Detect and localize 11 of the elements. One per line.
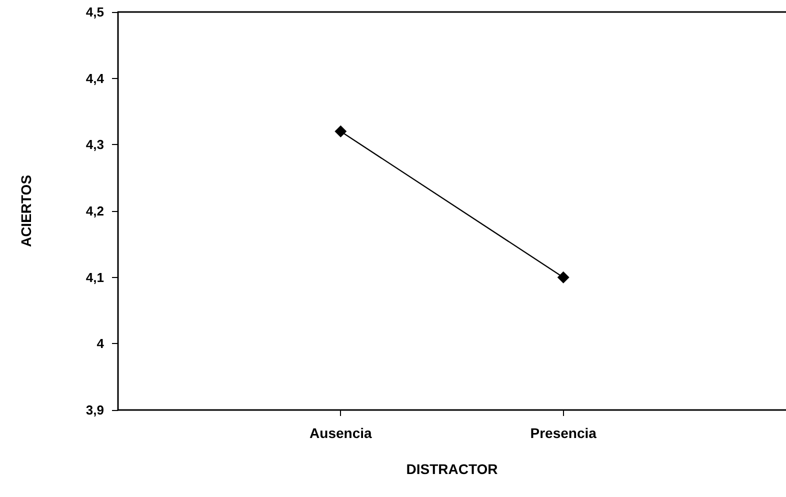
y-tick-label: 3,9	[86, 402, 104, 418]
y-tick-label: 4,5	[86, 4, 104, 20]
y-axis-title: ACIERTOS	[18, 174, 34, 248]
y-tick-label: 4	[96, 336, 105, 352]
y-tick-label: 4,4	[86, 70, 105, 86]
x-tick-label: Presencia	[530, 425, 597, 441]
y-tick-label: 4,1	[86, 270, 104, 285]
x-axis-title: DISTRACTOR	[406, 461, 498, 477]
y-tick-label: 4,2	[86, 204, 104, 218]
y-tick-label: 4,3	[86, 137, 104, 152]
x-tick-label: Ausencia	[310, 425, 372, 441]
